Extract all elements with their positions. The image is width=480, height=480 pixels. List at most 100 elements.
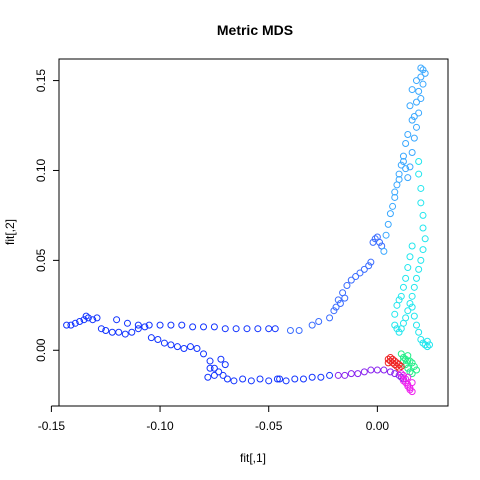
data-point (273, 375, 281, 383)
data-point (167, 321, 175, 329)
data-point (89, 316, 97, 324)
data-point (134, 321, 142, 329)
data-point (406, 386, 414, 394)
data-point (286, 326, 294, 334)
data-point (215, 368, 223, 376)
data-point (384, 359, 392, 367)
data-point (389, 359, 397, 367)
data-point (341, 294, 349, 302)
data-point (178, 321, 186, 329)
data-point (395, 361, 403, 369)
data-point (76, 317, 84, 325)
data-point (326, 371, 334, 379)
data-point (408, 359, 416, 367)
data-point (423, 337, 431, 345)
x-tick-label: 0.00 (366, 419, 390, 433)
data-point (404, 352, 412, 360)
data-point (141, 323, 149, 331)
data-point (200, 323, 208, 331)
data-point (412, 321, 420, 329)
data-point (415, 328, 423, 336)
data-point (217, 355, 225, 363)
data-point (389, 202, 397, 210)
data-point (397, 362, 405, 370)
data-point (404, 307, 412, 315)
series-1 (63, 312, 334, 385)
data-point (410, 113, 418, 121)
y-axis-label: fit[,2] (3, 219, 17, 245)
data-point (406, 102, 414, 110)
data-point (404, 174, 412, 182)
data-point (210, 364, 218, 372)
data-point (408, 148, 416, 156)
data-point (93, 314, 101, 322)
data-point (419, 211, 427, 219)
data-point (265, 325, 273, 333)
data-point (395, 296, 403, 304)
data-point (386, 210, 394, 218)
data-point (67, 321, 75, 329)
data-point (417, 73, 425, 81)
data-point (210, 371, 218, 379)
data-point (115, 328, 123, 336)
data-point (417, 199, 425, 207)
data-point (391, 361, 399, 369)
data-point (399, 371, 407, 379)
data-point (419, 66, 427, 74)
data-point (204, 373, 212, 381)
data-point (395, 371, 403, 379)
data-point (395, 170, 403, 178)
series-4 (391, 157, 434, 351)
data-point (367, 258, 375, 266)
data-point (408, 242, 416, 250)
data-point (393, 362, 401, 370)
data-point (317, 373, 325, 381)
data-point (102, 326, 110, 334)
data-point (376, 238, 384, 246)
data-point (423, 343, 431, 351)
data-point (412, 77, 420, 85)
data-point (408, 379, 416, 387)
data-point (419, 339, 427, 347)
data-point (393, 325, 401, 333)
data-point (417, 256, 425, 264)
x-axis-label: fit[,1] (240, 451, 266, 465)
data-point (391, 193, 399, 201)
data-point (223, 375, 231, 383)
data-point (373, 366, 381, 374)
x-tick-label: -0.05 (255, 419, 283, 433)
data-point (299, 375, 307, 383)
data-point (426, 341, 434, 349)
series-2 (286, 233, 386, 334)
data-point (154, 335, 162, 343)
data-point (382, 231, 390, 239)
data-point (108, 328, 116, 336)
data-point (397, 370, 405, 378)
data-point (397, 373, 405, 381)
plot-frame (58, 58, 449, 407)
x-tick-label: -0.10 (146, 419, 174, 433)
data-point (360, 368, 368, 376)
data-point (352, 273, 360, 281)
data-point (221, 361, 229, 369)
data-point (404, 373, 412, 381)
data-point (247, 377, 255, 385)
data-point (343, 282, 351, 290)
data-point (406, 253, 414, 261)
data-point (399, 157, 407, 165)
data-point (332, 303, 340, 311)
y-tick-label: 0.05 (34, 248, 48, 272)
series-5 (397, 350, 420, 378)
data-point (406, 163, 414, 171)
x-tick-label: -0.15 (38, 419, 66, 433)
series-3 (380, 64, 429, 255)
data-point (330, 307, 338, 315)
data-point (404, 382, 412, 390)
data-point (341, 371, 349, 379)
data-point (402, 375, 410, 383)
data-point (399, 377, 407, 385)
data-points (63, 64, 434, 396)
data-point (386, 368, 394, 376)
data-point (134, 325, 142, 333)
data-point (410, 312, 418, 320)
